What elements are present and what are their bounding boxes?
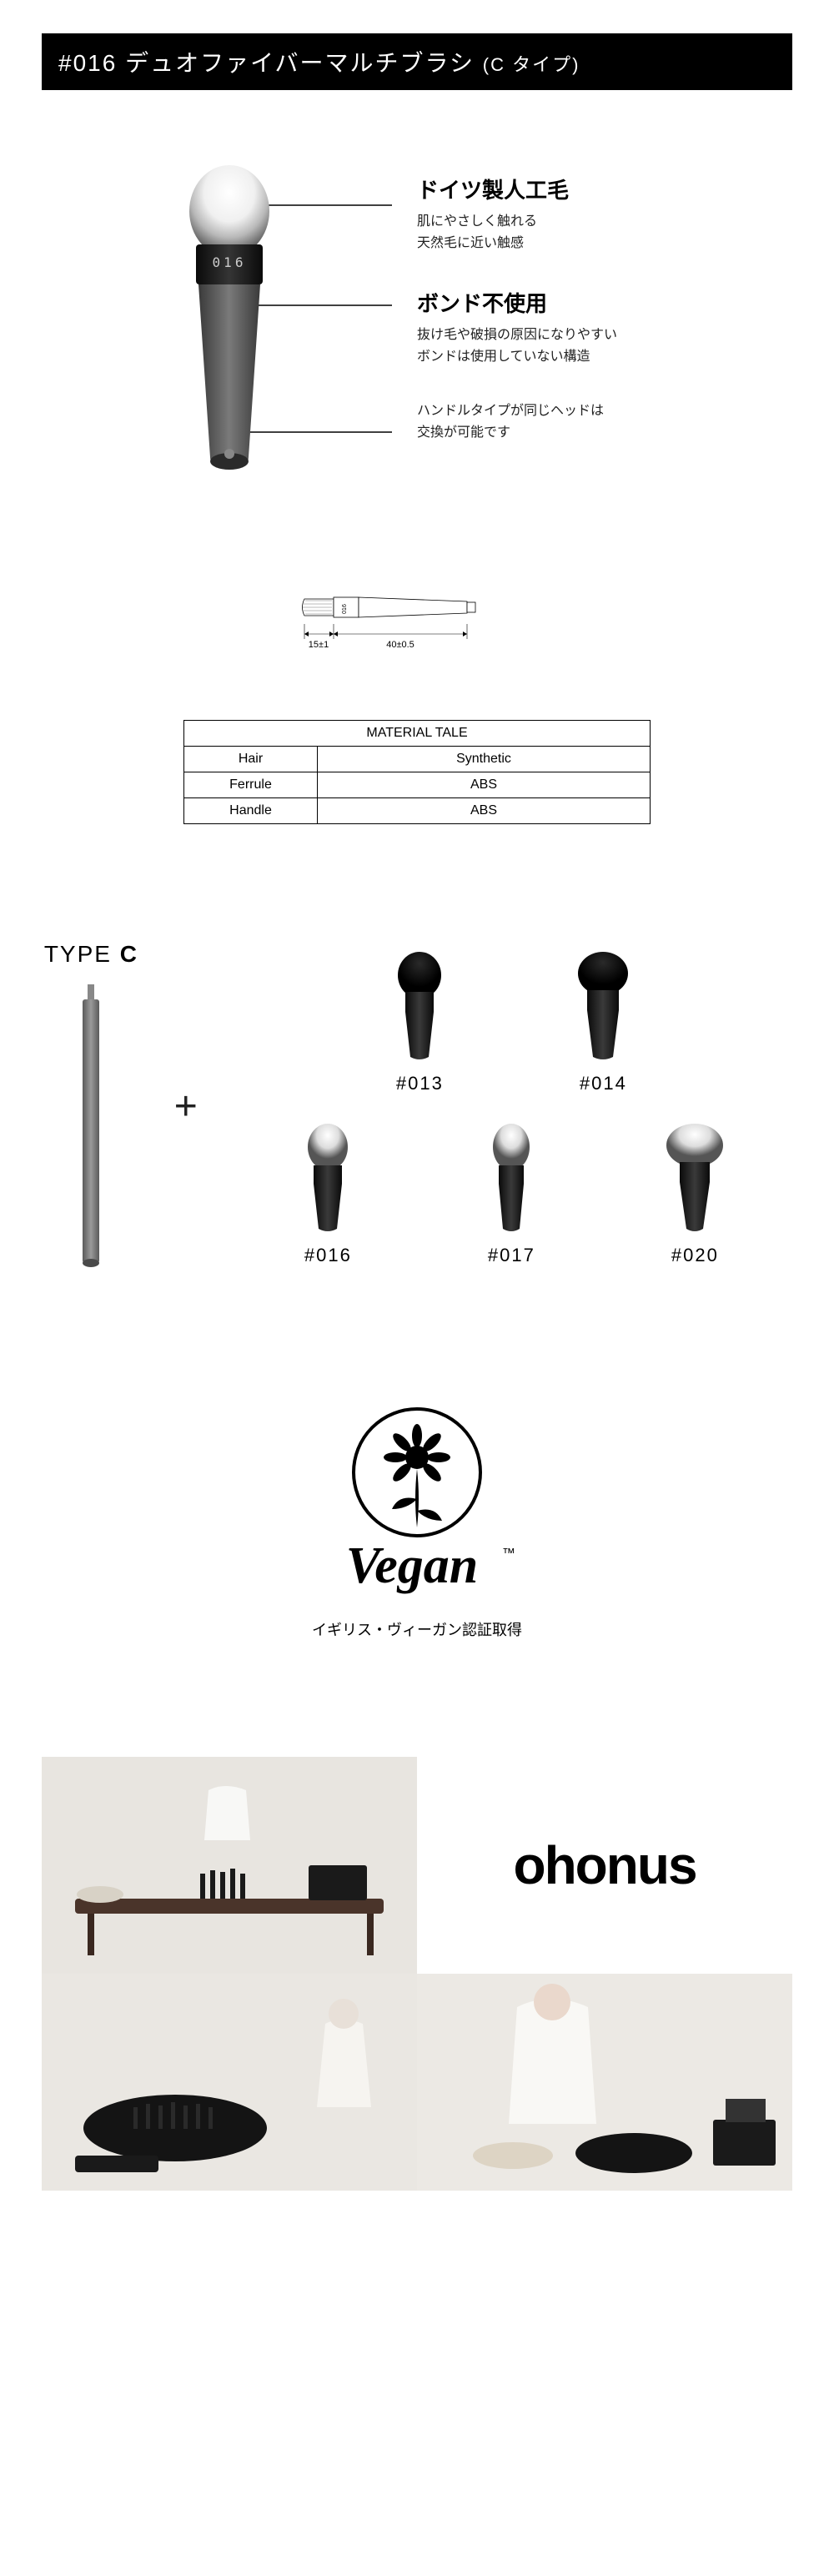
feature-3-line2: 交換が可能です: [417, 422, 792, 444]
typec-section: TYPE C + #013: [42, 941, 792, 1272]
head-item: #020: [636, 1119, 753, 1266]
head-code: #017: [453, 1245, 570, 1266]
vegan-logo-icon: Vegan ™: [309, 1406, 525, 1597]
handle-stick-image: [74, 984, 108, 1268]
feature-1-line2: 天然毛に近い触感: [417, 233, 792, 254]
typec-label: TYPE C: [42, 941, 141, 968]
feature-3-line1: ハンドルタイプが同じヘッドは: [417, 400, 792, 422]
dim-side-code: 016: [342, 604, 348, 614]
head-code: #020: [636, 1245, 753, 1266]
feature-2-line1: 抜け毛や破損の原因になりやすい: [417, 325, 792, 346]
head-item: #013: [361, 948, 478, 1094]
material-value: ABS: [318, 798, 651, 824]
dim-1: 15±1: [309, 640, 329, 650]
material-table-title: MATERIAL TALE: [184, 721, 651, 747]
lifestyle-photo-2: [42, 1974, 417, 2191]
feature-1-heading: ドイツ製人工毛: [417, 174, 792, 204]
product-title-bar: #016 デュオファイバーマルチブラシ (C タイプ): [42, 33, 792, 90]
head-code: #016: [269, 1245, 386, 1266]
table-row: Hair Synthetic: [184, 747, 651, 772]
material-table: MATERIAL TALE Hair Synthetic Ferrule ABS…: [183, 720, 651, 824]
product-type: (C タイプ): [483, 54, 580, 75]
material-value: Synthetic: [318, 747, 651, 772]
dim-2: 40±0.5: [386, 640, 414, 650]
lifestyle-photo-grid: ohonus: [42, 1757, 792, 2191]
material-value: ABS: [318, 772, 651, 798]
head-code: #014: [545, 1073, 661, 1094]
head-item: #017: [453, 1119, 570, 1266]
vegan-word: Vegan: [346, 1537, 478, 1594]
table-row: Ferrule ABS: [184, 772, 651, 798]
brand-logo-cell: ohonus: [417, 1757, 792, 1974]
feature-callouts: ドイツ製人工毛 肌にやさしく触れる 天然毛に近い触感 ボンド不使用 抜け毛や破損…: [417, 165, 792, 477]
feature-2-line2: ボンドは使用していない構造: [417, 346, 792, 368]
product-name: デュオファイバーマルチブラシ: [125, 50, 475, 76]
feature-1: ドイツ製人工毛 肌にやさしく触れる 天然毛に近い触感: [417, 174, 792, 254]
plus-icon: +: [174, 1084, 198, 1130]
vegan-section: Vegan ™ イギリス・ヴィーガン認証取得: [42, 1406, 792, 1640]
hero-brush-image: 016: [42, 165, 392, 482]
head-item: #014: [545, 948, 661, 1094]
head-code: #013: [361, 1073, 478, 1094]
heads-grid: #013 #014 #016 #017 #020: [231, 948, 792, 1266]
head-item: #016: [269, 1119, 386, 1266]
feature-section: 016 ドイツ製人工毛 肌にやさしく触れる 天然毛に近い触感 ボンド不使用 抜け…: [42, 165, 792, 482]
svg-text:™: ™: [502, 1547, 515, 1561]
material-label: Handle: [184, 798, 318, 824]
svg-text:016: 016: [213, 254, 247, 270]
feature-3: ハンドルタイプが同じヘッドは 交換が可能です: [417, 400, 792, 443]
feature-1-line1: 肌にやさしく触れる: [417, 211, 792, 233]
brand-logo: ohonus: [513, 1834, 696, 1896]
table-row: Handle ABS: [184, 798, 651, 824]
lifestyle-photo-3: [417, 1974, 792, 2191]
vegan-caption: イギリス・ヴィーガン認証取得: [42, 1618, 792, 1640]
lifestyle-photo-1: [42, 1757, 417, 1974]
feature-2-heading: ボンド不使用: [417, 287, 792, 318]
dimensions-diagram: 016 15±1 40±0.5: [42, 574, 792, 670]
typec-handle-column: TYPE C: [42, 941, 141, 1272]
product-code: #016: [58, 50, 117, 76]
material-label: Hair: [184, 747, 318, 772]
feature-2: ボンド不使用 抜け毛や破損の原因になりやすい ボンドは使用していない構造: [417, 287, 792, 367]
material-label: Ferrule: [184, 772, 318, 798]
